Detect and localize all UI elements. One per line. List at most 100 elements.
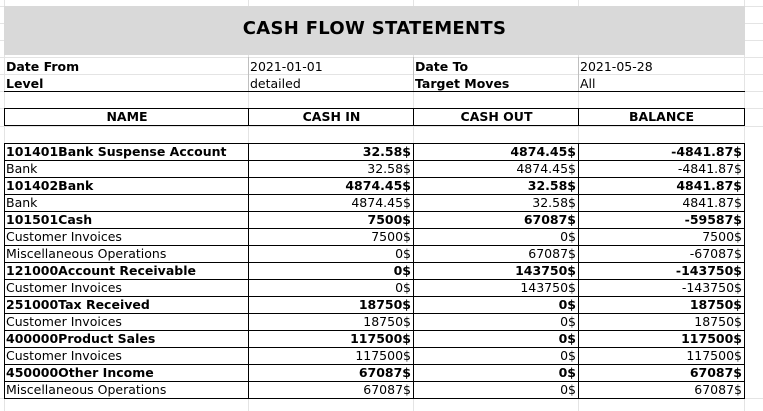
row-balance-cell: 18750$ — [579, 297, 745, 313]
journal-row[interactable]: Customer Invoices 18750$ 0$ 18750$ — [5, 314, 745, 331]
row-balance-cell: -4841.87$ — [579, 161, 745, 177]
account-row[interactable]: 101402Bank 4874.45$ 32.58$ 4841.87$ — [5, 178, 745, 195]
journal-row[interactable]: Customer Invoices 0$ 143750$ -143750$ — [5, 280, 745, 297]
row-cash-out-cell: 0$ — [414, 382, 579, 398]
row-cash-out-cell: 0$ — [414, 314, 579, 330]
row-cash-in-cell: 117500$ — [249, 331, 414, 347]
row-balance-cell: 4841.87$ — [579, 178, 745, 194]
row-cash-out-cell: 0$ — [414, 331, 579, 347]
column-header-name[interactable]: NAME — [106, 109, 148, 124]
journal-row[interactable]: Bank 4874.45$ 32.58$ 4841.87$ — [5, 195, 745, 212]
level-value[interactable]: detailed — [250, 76, 301, 91]
date-from-label: Date From — [6, 59, 80, 74]
row-name-cell: Bank — [5, 195, 249, 211]
row-name-cell: Customer Invoices — [5, 229, 249, 245]
row-name-cell: 101402Bank — [5, 178, 249, 194]
row-cash-out-cell: 4874.45$ — [414, 161, 579, 177]
journal-row[interactable]: Customer Invoices 117500$ 0$ 117500$ — [5, 348, 745, 365]
row-name-cell: 450000Other Income — [5, 365, 249, 381]
row-balance-cell: 7500$ — [579, 229, 745, 245]
account-row[interactable]: 251000Tax Received 18750$ 0$ 18750$ — [5, 297, 745, 314]
filter-divider — [578, 57, 579, 91]
account-row[interactable]: 450000Other Income 67087$ 0$ 67087$ — [5, 365, 745, 382]
row-cash-out-cell: 0$ — [414, 229, 579, 245]
column-header-balance[interactable]: BALANCE — [628, 109, 694, 124]
level-label: Level — [6, 76, 44, 91]
account-row[interactable]: 101501Cash 7500$ 67087$ -59587$ — [5, 212, 745, 229]
row-cash-in-cell: 0$ — [249, 246, 414, 262]
row-cash-in-cell: 18750$ — [249, 314, 414, 330]
row-name-cell: 400000Product Sales — [5, 331, 249, 347]
row-cash-out-cell: 67087$ — [414, 246, 579, 262]
row-cash-out-cell: 143750$ — [414, 263, 579, 279]
date-to-value[interactable]: 2021-05-28 — [580, 59, 653, 74]
row-cash-out-cell: 0$ — [414, 365, 579, 381]
date-to-label: Date To — [415, 59, 469, 74]
journal-row[interactable]: Customer Invoices 7500$ 0$ 7500$ — [5, 229, 745, 246]
title-band — [4, 6, 745, 55]
row-cash-out-cell: 143750$ — [414, 280, 579, 296]
row-balance-cell: 18750$ — [579, 314, 745, 330]
row-balance-cell: -143750$ — [579, 263, 745, 279]
row-cash-in-cell: 32.58$ — [249, 144, 414, 160]
row-balance-cell: -4841.87$ — [579, 144, 745, 160]
row-cash-in-cell: 32.58$ — [249, 161, 414, 177]
row-name-cell: Bank — [5, 161, 249, 177]
row-cash-out-cell: 4874.45$ — [414, 144, 579, 160]
filter-bottom-border — [4, 91, 745, 92]
target-moves-value[interactable]: All — [580, 76, 596, 91]
journal-row[interactable]: Bank 32.58$ 4874.45$ -4841.87$ — [5, 161, 745, 178]
date-from-value[interactable]: 2021-01-01 — [250, 59, 323, 74]
row-balance-cell: 117500$ — [579, 331, 745, 347]
row-balance-cell: 67087$ — [579, 365, 745, 381]
row-name-cell: 101501Cash — [5, 212, 249, 228]
row-cash-in-cell: 7500$ — [249, 229, 414, 245]
column-divider — [248, 109, 249, 125]
filter-divider — [248, 57, 249, 91]
row-cash-in-cell: 67087$ — [249, 382, 414, 398]
row-name-cell: 101401Bank Suspense Account — [5, 144, 249, 160]
report-title: CASH FLOW STATEMENTS — [242, 18, 507, 39]
column-divider — [578, 109, 579, 125]
column-divider — [413, 109, 414, 125]
filter-divider — [413, 57, 414, 91]
account-row[interactable]: 101401Bank Suspense Account 32.58$ 4874.45… — [5, 144, 745, 161]
row-cash-out-cell: 0$ — [414, 348, 579, 364]
account-row[interactable]: 400000Product Sales 117500$ 0$ 117500$ — [5, 331, 745, 348]
row-balance-cell: 117500$ — [579, 348, 745, 364]
row-cash-out-cell: 32.58$ — [414, 195, 579, 211]
row-cash-in-cell: 117500$ — [249, 348, 414, 364]
row-name-cell: 121000Account Receivable — [5, 263, 249, 279]
grid-line — [0, 126, 763, 127]
row-cash-in-cell: 0$ — [249, 263, 414, 279]
row-balance-cell: -59587$ — [579, 212, 745, 228]
row-name-cell: Customer Invoices — [5, 314, 249, 330]
row-balance-cell: -143750$ — [579, 280, 745, 296]
row-balance-cell: 67087$ — [579, 382, 745, 398]
row-cash-out-cell: 0$ — [414, 297, 579, 313]
row-name-cell: Miscellaneous Operations — [5, 246, 249, 262]
row-name-cell: Miscellaneous Operations — [5, 382, 249, 398]
row-cash-in-cell: 4874.45$ — [249, 195, 414, 211]
row-balance-cell: 4841.87$ — [579, 195, 745, 211]
column-header-cash-out[interactable]: CASH OUT — [460, 109, 533, 124]
row-cash-in-cell: 18750$ — [249, 297, 414, 313]
row-balance-cell: -67087$ — [579, 246, 745, 262]
grid-line — [0, 74, 763, 75]
cash-flow-table: 101401Bank Suspense Account 32.58$ 4874.45… — [4, 143, 745, 399]
row-cash-in-cell: 67087$ — [249, 365, 414, 381]
target-moves-label: Target Moves — [415, 76, 510, 91]
table-header: NAME CASH IN CASH OUT BALANCE — [4, 108, 745, 126]
journal-row[interactable]: Miscellaneous Operations 0$ 67087$ -67087$ — [5, 246, 745, 263]
row-name-cell: Customer Invoices — [5, 348, 249, 364]
row-cash-in-cell: 0$ — [249, 280, 414, 296]
column-header-cash-in[interactable]: CASH IN — [302, 109, 361, 124]
row-cash-in-cell: 4874.45$ — [249, 178, 414, 194]
grid-line — [0, 57, 763, 58]
journal-row[interactable]: Miscellaneous Operations 67087$ 0$ 67087$ — [5, 382, 745, 399]
account-row[interactable]: 121000Account Receivable 0$ 143750$ -143750… — [5, 263, 745, 280]
row-name-cell: 251000Tax Received — [5, 297, 249, 313]
row-cash-out-cell: 32.58$ — [414, 178, 579, 194]
row-name-cell: Customer Invoices — [5, 280, 249, 296]
row-cash-out-cell: 67087$ — [414, 212, 579, 228]
